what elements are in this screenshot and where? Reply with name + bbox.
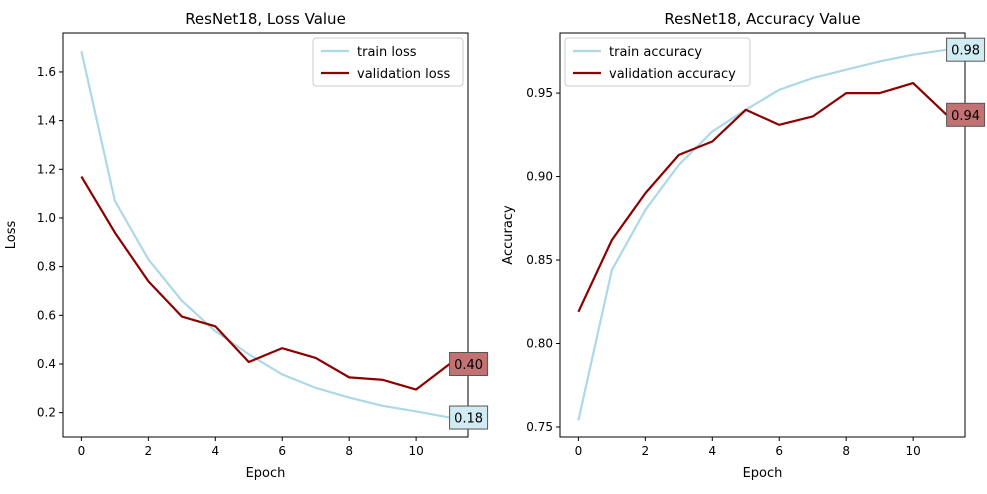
x-tick-label: 10 <box>905 444 920 458</box>
legend-frame <box>564 37 751 87</box>
x-tick-label: 0 <box>78 444 86 458</box>
value-annotation-box <box>946 102 986 127</box>
value-annotation-box <box>946 37 986 62</box>
y-tick-label: 0.95 <box>526 86 553 100</box>
y-axis-label: Loss <box>4 221 19 250</box>
series-line-train-loss <box>80 51 450 419</box>
legend-entry: validation loss <box>357 67 450 82</box>
value-annotation-label: 0.40 <box>454 358 483 373</box>
legend: train loss validation loss <box>312 37 464 87</box>
value-annotation-label: 0.18 <box>454 412 483 427</box>
y-tick-label: 0.8 <box>37 260 56 274</box>
chart-panel-1: ResNet18, Loss Value 0 2 4 6 8 10 0.2 0.4 0.6 0.8 1… <box>4 10 489 481</box>
x-tick-label: 4 <box>211 444 219 458</box>
y-tick-label: 1.4 <box>37 114 56 128</box>
series-line-validation-loss <box>80 176 451 391</box>
y-tick-label: 1.2 <box>37 162 56 176</box>
x-tick-label: 2 <box>145 444 153 458</box>
y-tick-label: 0.90 <box>526 170 553 184</box>
x-tick-label: 2 <box>642 444 650 458</box>
y-tick-label: 0.6 <box>37 308 56 322</box>
x-tick-label: 6 <box>278 444 286 458</box>
x-tick-label: 8 <box>842 444 850 458</box>
chart-title: ResNet18, Accuracy Value <box>664 10 860 28</box>
legend-entry: train accuracy <box>609 45 702 60</box>
y-tick-label: 0.80 <box>526 337 553 351</box>
y-tick-label: 1.0 <box>37 211 56 225</box>
plot-frame <box>559 32 966 438</box>
x-tick-label: 10 <box>408 444 423 458</box>
x-tick-label: 8 <box>345 444 353 458</box>
y-tick-label: 1.6 <box>37 65 56 79</box>
x-tick-label: 0 <box>575 444 583 458</box>
y-tick-label: 0.75 <box>526 420 553 434</box>
x-axis-label: Epoch <box>246 466 286 481</box>
value-annotation-box <box>449 405 489 430</box>
y-tick-label: 0.4 <box>37 357 56 371</box>
y-tick-label: 0.2 <box>37 406 56 420</box>
legend: train accuracy validation accuracy <box>564 37 751 87</box>
y-tick-label: 0.85 <box>526 253 553 267</box>
series-line-validation-accuracy <box>577 81 948 313</box>
value-annotation-box <box>449 351 489 376</box>
legend-entry: validation accuracy <box>609 67 736 82</box>
plot-frame <box>62 32 469 438</box>
legend-frame <box>312 37 464 87</box>
series-line-train-accuracy <box>577 48 947 421</box>
value-annotation-label: 0.94 <box>951 109 980 124</box>
x-tick-label: 6 <box>775 444 783 458</box>
legend-entry: train loss <box>357 45 417 60</box>
chart-panel-2: ResNet18, Accuracy Value 0 2 4 6 8 10 0.75 0.80 0… <box>501 10 986 481</box>
y-axis-label: Accuracy <box>501 205 516 265</box>
x-tick-label: 4 <box>708 444 716 458</box>
x-axis-label: Epoch <box>743 466 783 481</box>
value-annotation-label: 0.98 <box>951 44 980 59</box>
chart-title: ResNet18, Loss Value <box>185 10 346 28</box>
